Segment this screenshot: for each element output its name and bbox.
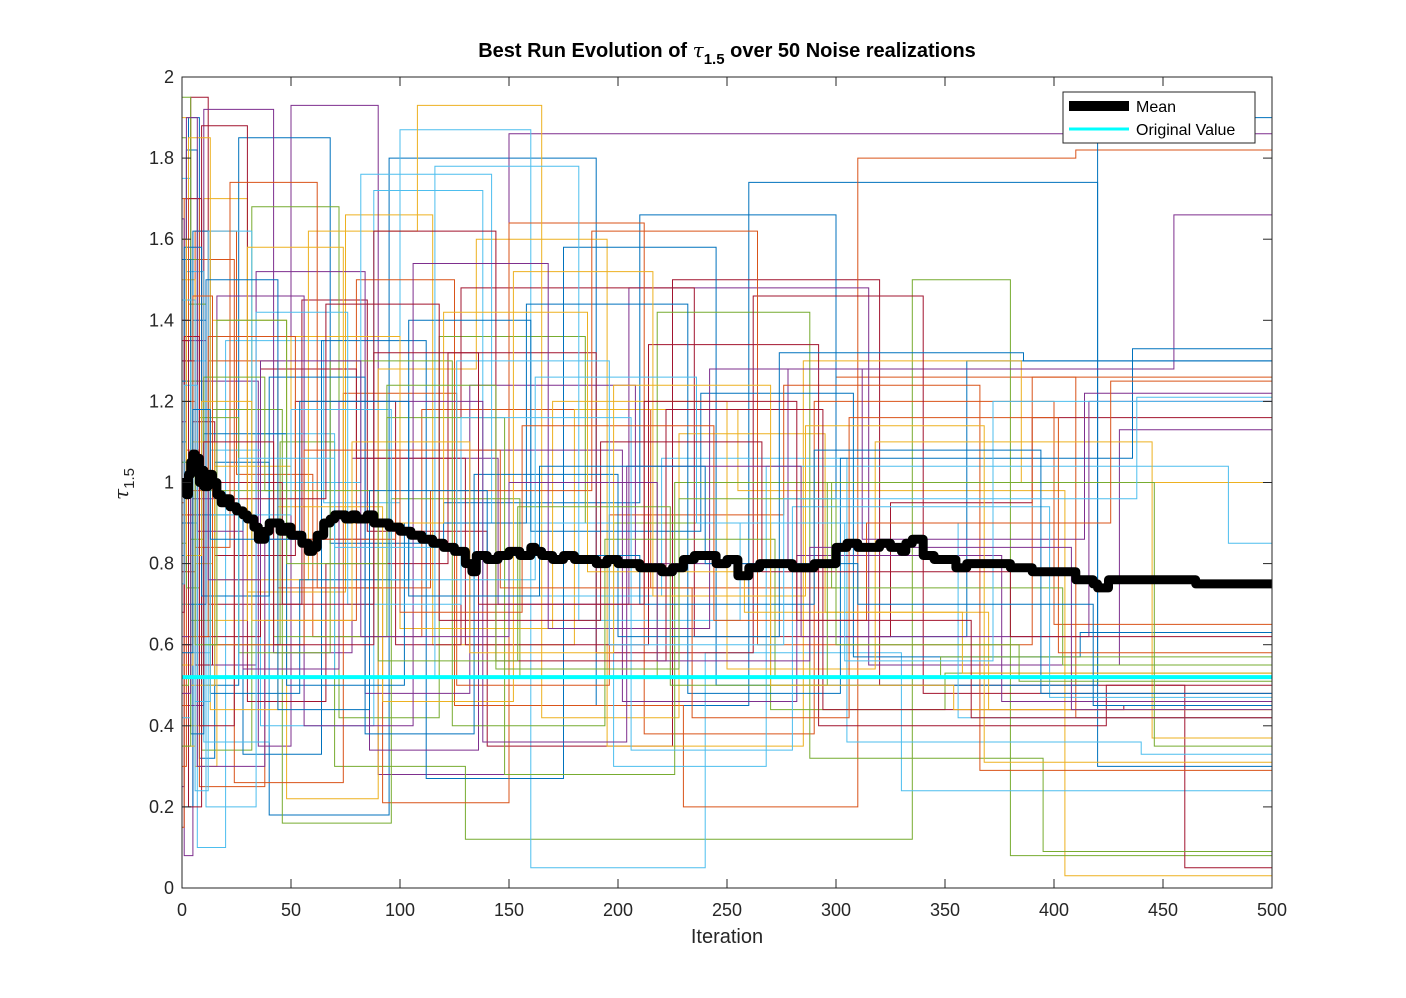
y-axis-ticks: 0 0.2 0.4 0.6 0.8 1 1.2 1.4 1.6 1.8 2 [149, 67, 1272, 898]
noise-series-line-39 [182, 117, 1272, 743]
noise-series-line-45 [182, 238, 1272, 711]
legend-mean-label: Mean [1136, 99, 1176, 116]
noise-series-line-37 [182, 198, 1272, 719]
y-tick-label-1: 1 [164, 473, 174, 493]
x-tick-label-150: 150 [494, 900, 524, 920]
x-tick-label-200: 200 [603, 900, 633, 920]
noise-series-line-26 [182, 303, 1272, 775]
noise-series-line-34 [182, 311, 1272, 808]
y-tick-label-0.4: 0.4 [149, 716, 174, 736]
x-tick-label-450: 450 [1148, 900, 1178, 920]
noise-series-line-10 [182, 238, 1272, 800]
noise-series-line-28 [182, 198, 1272, 727]
x-tick-label-100: 100 [385, 900, 415, 920]
y-tick-label-2: 2 [164, 67, 174, 87]
mean-series-group [181, 449, 1272, 593]
chart-title: Best Run Evolution of τ1.5 over 50 Noise… [478, 38, 976, 68]
noise-series-line-50 [182, 400, 1272, 706]
noise-series-line-44 [182, 295, 1272, 646]
noise-series-line-36 [182, 246, 1272, 735]
legend: Mean Original Value [1062, 91, 1256, 144]
noise-series-line-47 [182, 319, 1272, 682]
x-tick-label-50: 50 [281, 900, 301, 920]
legend-box [1062, 91, 1256, 144]
noise-series-line-31 [182, 137, 1272, 763]
y-tick-label-1.6: 1.6 [149, 229, 174, 249]
y-tick-label-1.2: 1.2 [149, 391, 174, 411]
x-tick-label-0: 0 [177, 900, 187, 920]
y-axis-label: τ1.5 [109, 468, 138, 500]
x-tick-label-500: 500 [1257, 900, 1287, 920]
y-tick-label-0.2: 0.2 [149, 797, 174, 817]
y-tick-label-0: 0 [164, 878, 174, 898]
noise-series-line-13 [182, 177, 1272, 755]
x-tick-label-300: 300 [821, 900, 851, 920]
y-tick-label-0.8: 0.8 [149, 554, 174, 574]
legend-original-value-label: Original Value [1136, 122, 1235, 139]
noise-series-line-48 [182, 360, 1272, 678]
noise-series-line-20 [182, 173, 1272, 767]
noise-series-line-43 [182, 279, 1272, 711]
noise-series-line-35 [182, 230, 1272, 711]
noise-series-line-19 [182, 96, 1272, 852]
y-tick-label-1.4: 1.4 [149, 310, 174, 330]
noise-series-line-41 [182, 299, 1272, 702]
x-tick-label-250: 250 [712, 900, 742, 920]
y-tick-label-0.6: 0.6 [149, 635, 174, 655]
x-axis-ticks: 0 50 100 150 200 250 300 350 400 450 500 [177, 77, 1287, 920]
noise-series-group [182, 96, 1272, 877]
noise-series-line-14 [182, 287, 1272, 646]
x-tick-label-400: 400 [1039, 900, 1069, 920]
noise-series-line-29 [182, 259, 1272, 735]
x-tick-label-350: 350 [930, 900, 960, 920]
mean-series-line [181, 449, 1272, 593]
y-tick-label-1.8: 1.8 [149, 148, 174, 168]
x-axis-label: Iteration [691, 926, 763, 948]
noise-series-line-22 [182, 230, 1272, 694]
